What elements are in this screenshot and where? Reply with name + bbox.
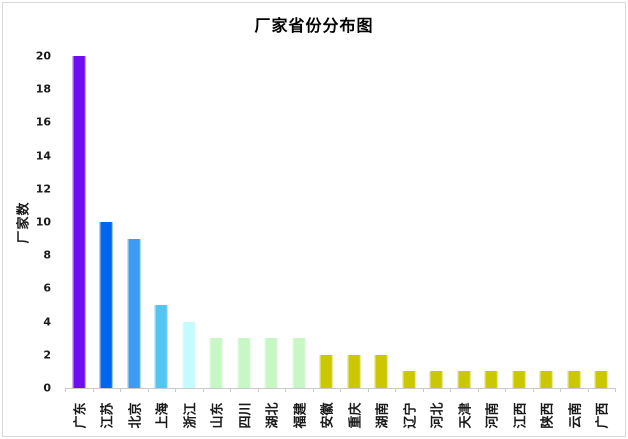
x-axis-label-北京: 北京 — [120, 394, 148, 436]
chart-title: 厂家省份分布图 — [254, 16, 374, 35]
y-axis-tick-label: 6 — [43, 281, 51, 295]
bar-山东 — [209, 338, 223, 388]
x-axis-label-text: 安徽 — [320, 401, 336, 429]
x-axis-label-text: 河北 — [430, 401, 446, 429]
x-axis-label-text: 江西 — [513, 401, 529, 429]
x-axis-label-text: 山东 — [210, 401, 226, 429]
y-axis-tick-labels: 0 2 4 6 8 10 12 14 16 18 20 — [3, 50, 57, 395]
bar-天津 — [457, 371, 471, 388]
x-axis-label-text: 湖南 — [375, 401, 391, 429]
bar-辽宁 — [402, 371, 416, 388]
plot-area — [65, 56, 616, 392]
x-axis-label-广西: 广西 — [588, 394, 616, 436]
x-axis-label-text: 福建 — [293, 401, 309, 429]
x-axis-tick-mark — [65, 388, 66, 392]
x-axis-label-text: 四川 — [238, 401, 254, 429]
x-axis-tick-mark — [587, 388, 589, 392]
bar-重庆 — [347, 354, 361, 388]
x-axis-label-天津: 天津 — [450, 394, 478, 436]
x-axis-tick-mark — [202, 388, 204, 392]
x-axis-tick-mark — [450, 388, 451, 392]
x-axis-label-text: 陕西 — [540, 401, 556, 429]
y-axis-tick-label: 0 — [43, 381, 51, 395]
bar-云南 — [567, 371, 581, 388]
x-axis-label-text: 广东 — [73, 401, 89, 429]
x-axis-tick-mark — [312, 388, 314, 392]
bar-湖南 — [374, 354, 388, 388]
x-axis-label-广东: 广东 — [65, 394, 93, 436]
bar-江苏 — [99, 222, 113, 388]
x-axis-label-湖南: 湖南 — [368, 394, 396, 436]
x-axis-label-text: 湖北 — [265, 401, 281, 429]
x-axis-tick-mark — [120, 388, 121, 392]
x-axis-label-text: 上海 — [155, 401, 171, 429]
y-axis-tick-label: 16 — [35, 115, 51, 129]
bar-四川 — [237, 338, 251, 388]
y-axis-tick-label: 2 — [43, 348, 51, 362]
y-axis-tick-label: 12 — [35, 182, 51, 196]
bar-广东 — [72, 56, 86, 388]
x-axis-tick-mark — [175, 388, 176, 392]
bar-河北 — [429, 371, 443, 388]
y-axis-tick-label: 4 — [43, 315, 51, 329]
x-axis-label-安徽: 安徽 — [313, 394, 341, 436]
x-axis-label-text: 重庆 — [348, 401, 364, 429]
x-axis-label-浙江: 浙江 — [175, 394, 203, 436]
y-axis-tick-label: 8 — [43, 248, 51, 262]
y-axis-tick-label: 20 — [35, 49, 51, 63]
x-axis-label-text: 广西 — [595, 401, 611, 429]
x-axis-tick-mark — [147, 388, 149, 392]
y-axis-tick-label: 10 — [35, 215, 51, 229]
x-axis-label-陕西: 陕西 — [533, 394, 561, 436]
x-axis-tick-mark — [230, 388, 231, 392]
x-axis-label-河北: 河北 — [423, 394, 451, 436]
x-axis-tick-mark — [505, 388, 506, 392]
x-axis-label-text: 辽宁 — [403, 401, 419, 429]
x-axis-label-云南: 云南 — [560, 394, 588, 436]
bar-湖北 — [264, 338, 278, 388]
x-axis-label-text: 天津 — [458, 401, 474, 429]
bar-安徽 — [319, 354, 333, 388]
bar-浙江 — [182, 321, 196, 388]
x-axis-tick-mark — [340, 388, 341, 392]
x-axis-label-四川: 四川 — [230, 394, 258, 436]
x-axis-label-山东: 山东 — [203, 394, 231, 436]
bar-福建 — [292, 338, 306, 388]
x-axis-label-上海: 上海 — [148, 394, 176, 436]
x-axis-label-河南: 河南 — [478, 394, 506, 436]
x-axis-tick-mark — [367, 388, 369, 392]
bar-陕西 — [539, 371, 553, 388]
x-axis-label-text: 河南 — [485, 401, 501, 429]
y-axis-tick-label: 18 — [35, 82, 51, 96]
x-axis-label-text: 浙江 — [183, 401, 199, 429]
x-axis-label-text: 江苏 — [100, 401, 116, 429]
x-axis-label-text: 北京 — [128, 401, 144, 429]
bar-河南 — [484, 371, 498, 388]
x-axis-label-江西: 江西 — [505, 394, 533, 436]
x-axis-labels: 广东 江苏 北京 上海 浙江 山东 四川 湖北 福建 安徽 重庆 湖南 辽宁 河北 天津 河南 江西 陕西 云南 广西 — [65, 394, 615, 436]
x-axis-label-辽宁: 辽宁 — [395, 394, 423, 436]
x-axis-label-重庆: 重庆 — [340, 394, 368, 436]
x-axis-tick-mark — [92, 388, 94, 392]
x-axis-tick-mark — [615, 388, 616, 392]
x-axis-label-text: 云南 — [568, 401, 584, 429]
x-axis-tick-mark — [257, 388, 259, 392]
x-axis-label-湖北: 湖北 — [258, 394, 286, 436]
bar-江西 — [512, 371, 526, 388]
x-axis-label-福建: 福建 — [285, 394, 313, 436]
x-axis-tick-mark — [422, 388, 424, 392]
bar-北京 — [127, 238, 141, 388]
x-axis-tick-mark — [532, 388, 534, 392]
bar-广西 — [594, 371, 608, 388]
bar-上海 — [154, 305, 168, 388]
y-axis-tick-label: 14 — [35, 149, 51, 163]
x-axis-label-江苏: 江苏 — [93, 394, 121, 436]
x-axis-tick-mark — [477, 388, 479, 392]
x-axis-tick-mark — [285, 388, 286, 392]
x-axis-tick-mark — [560, 388, 561, 392]
x-axis-tick-mark — [395, 388, 396, 392]
